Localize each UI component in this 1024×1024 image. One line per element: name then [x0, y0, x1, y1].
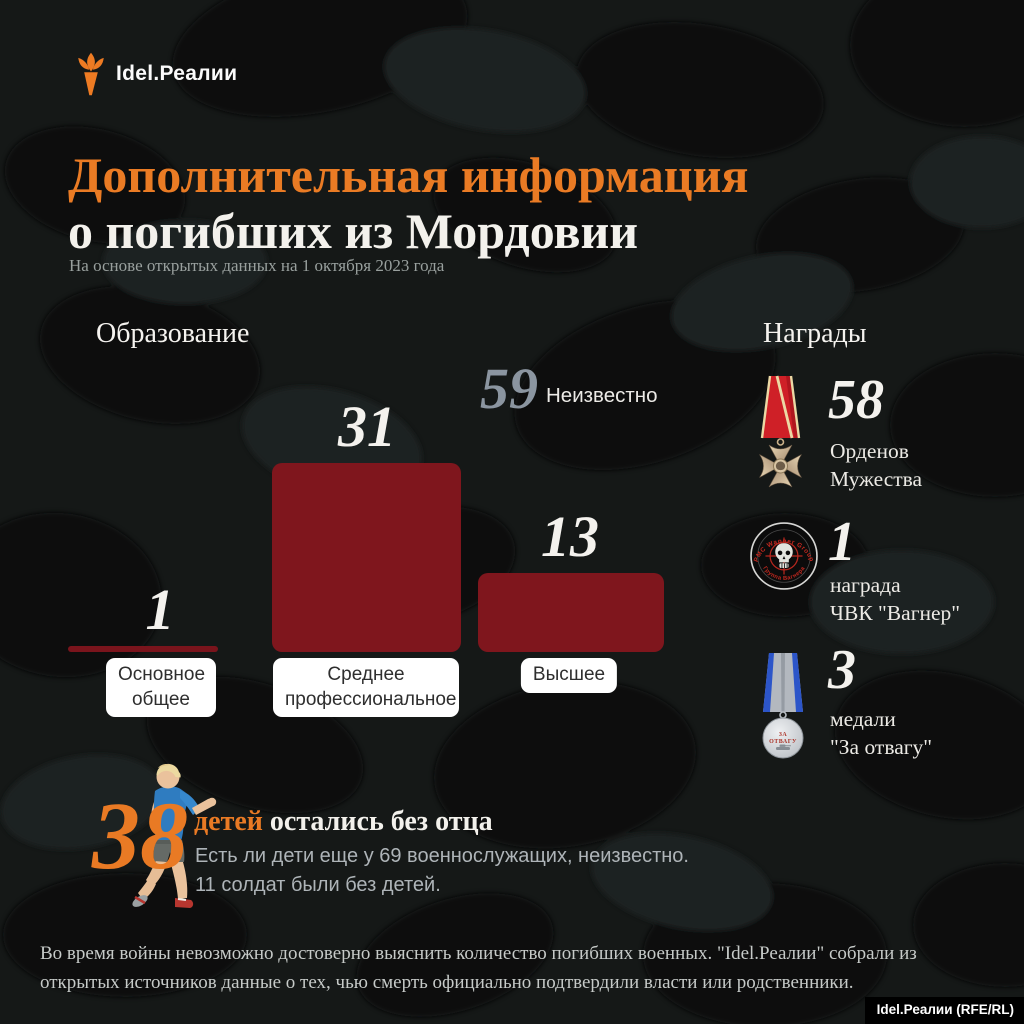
- subtitle: На основе открытых данных на 1 октября 2…: [69, 256, 445, 275]
- page-title: Дополнительная информация о погибших из …: [68, 147, 748, 259]
- wagner-award-count: 1: [828, 511, 856, 573]
- running-child-image: [132, 763, 217, 908]
- order-of-courage-label: Орденов Мужества: [830, 439, 923, 491]
- wagner-award-label: награда ЧВК "Вагнер": [830, 573, 961, 625]
- bar-label-vocational: Среднее профессиональное: [273, 658, 459, 718]
- bar-value-higher: 13: [541, 504, 599, 569]
- za-otvagu-medal-icon: ЗА ОТВАГУ: [762, 653, 804, 759]
- bar-vocational-education: [272, 463, 461, 652]
- unknown-label: Неизвестно: [546, 384, 658, 407]
- bar-higher-education: [478, 573, 664, 652]
- unknown-count: 59: [480, 356, 538, 421]
- children-count: 38: [92, 782, 188, 889]
- title-line2: о погибших из Мордовии: [68, 203, 639, 260]
- brand-logo: Idel.Реалии: [74, 50, 237, 98]
- bar-label-basic: Основное общее: [106, 658, 216, 718]
- title-line1: Дополнительная информация: [68, 147, 749, 204]
- credit-badge: Idel.Реалии (RFE/RL): [864, 997, 1024, 1024]
- za-otvagu-count: 3: [828, 639, 856, 701]
- children-headline-highlight: детей: [194, 806, 263, 837]
- footer-disclaimer: Во время войны невозможно достоверно выя…: [40, 943, 917, 993]
- bar-value-basic: 1: [145, 577, 175, 642]
- children-note-line2: 11 солдат были без детей.: [195, 874, 441, 896]
- brand-name: Idel.Реалии: [116, 62, 238, 85]
- svg-text:ОТВАГУ: ОТВАГУ: [769, 739, 797, 745]
- children-headline: детей остались без отца: [194, 806, 493, 838]
- bar-label-higher: Высшее: [520, 658, 618, 693]
- svg-text:ЗА: ЗА: [779, 732, 788, 738]
- children-headline-rest: остались без отца: [262, 806, 493, 837]
- education-heading: Образование: [96, 318, 250, 349]
- bar-value-vocational: 31: [338, 394, 396, 459]
- wagner-group-patch-icon: ★ PMC Wagner Group ★ Группа Вагнера: [750, 522, 818, 590]
- awards-heading: Награды: [763, 318, 867, 349]
- children-notes: Есть ли дети еще у 69 военнослужащих, не…: [195, 842, 689, 900]
- za-otvagu-label: медали "За отвагу": [830, 707, 933, 759]
- torch-logo-icon: [78, 52, 104, 96]
- children-note-line1: Есть ли дети еще у 69 военнослужащих, не…: [195, 845, 689, 867]
- bar-basic-education: [68, 646, 218, 652]
- order-of-courage-count: 58: [828, 369, 884, 431]
- order-of-courage-medal-icon: [759, 375, 802, 488]
